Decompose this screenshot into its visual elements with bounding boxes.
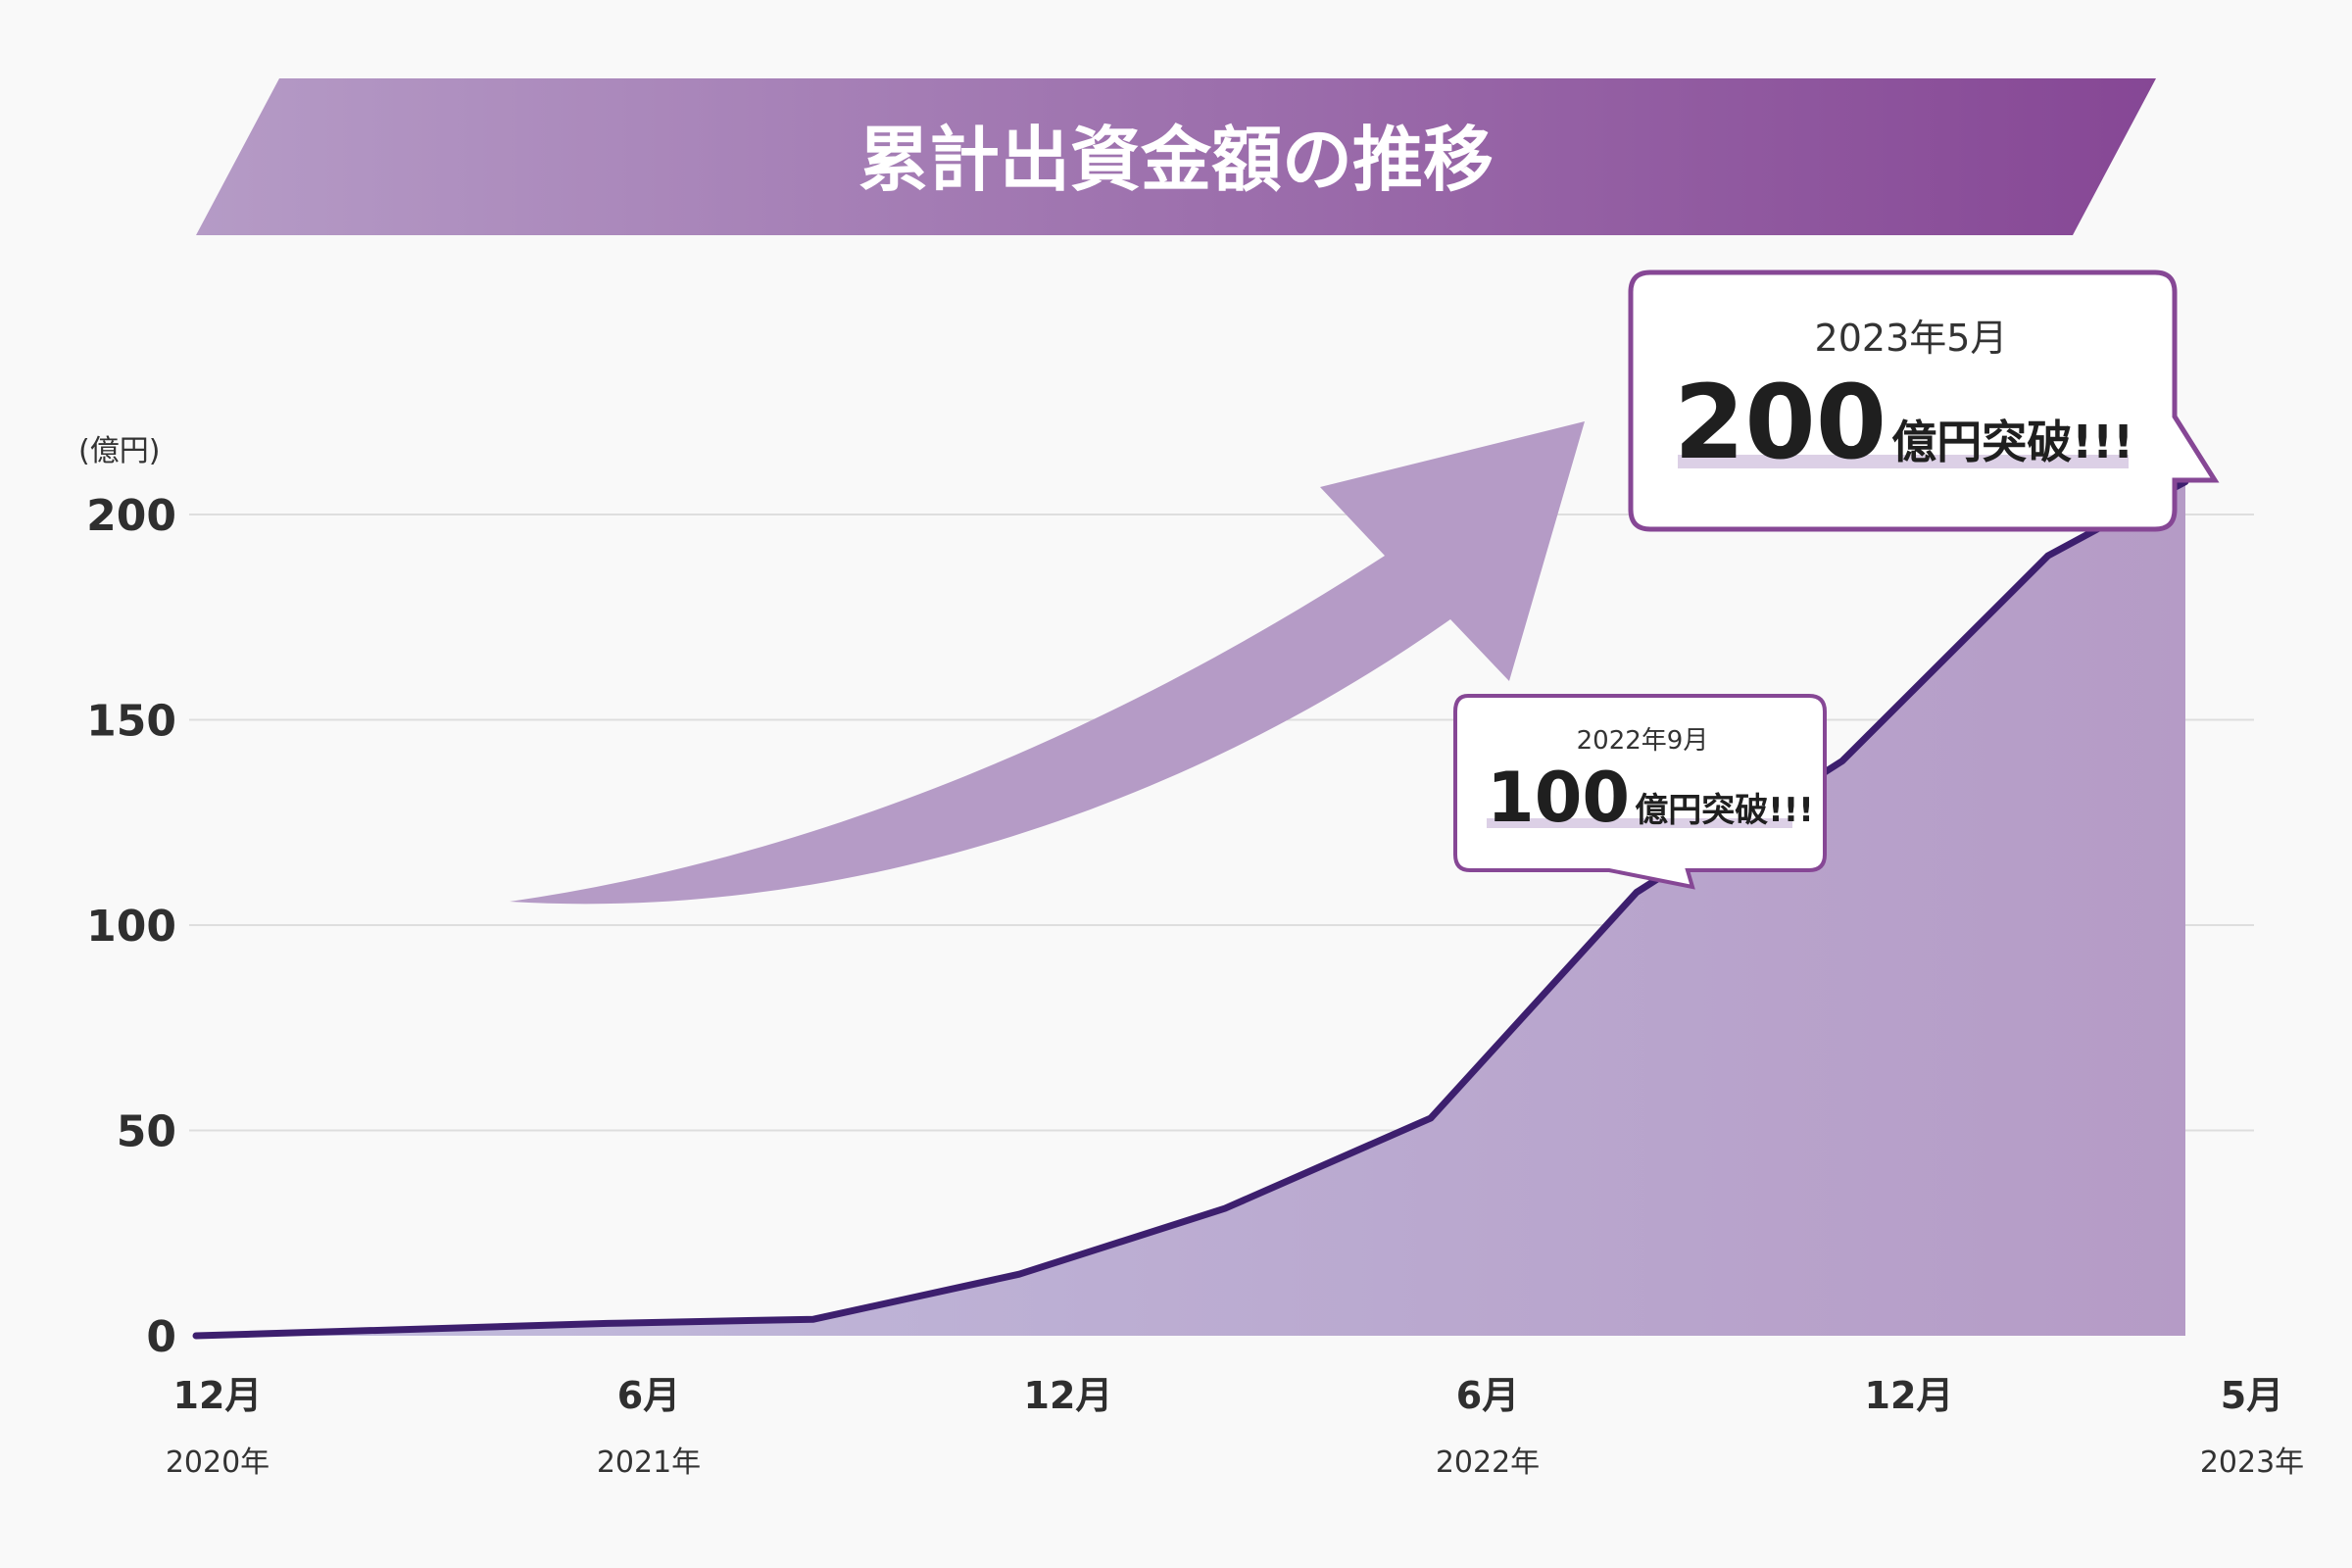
- x-tick-month-label: 12月: [1865, 1374, 1954, 1417]
- x-tick-month-label: 12月: [1024, 1374, 1113, 1417]
- callout-100-date: 2022年9月: [1577, 726, 1709, 756]
- y-tick-label: 100: [86, 902, 176, 952]
- x-tick-month-label: 6月: [617, 1374, 680, 1417]
- chart-title: 累計出資金額の推移: [858, 119, 1494, 201]
- x-tick-month-label: 5月: [2221, 1374, 2283, 1417]
- x-tick-year-label: 2021年: [597, 1446, 701, 1480]
- callout-100-text: 100 億円突破!!!: [1487, 758, 1814, 838]
- callout-200-suffix: 億円突破!!!: [1891, 416, 2133, 468]
- callout-100-suffix: 億円突破!!!: [1635, 791, 1814, 830]
- title-banner: [196, 78, 2156, 235]
- growth-arrow-icon: [510, 421, 1585, 905]
- x-tick-month-label: 6月: [1456, 1374, 1519, 1417]
- callout-100: 2022年9月 100 億円突破!!!: [1453, 694, 1827, 890]
- y-tick-label: 200: [86, 491, 176, 541]
- callout-100-highlight: [1487, 818, 1792, 828]
- callout-200-text: 200 億円突破!!!: [1674, 363, 2133, 482]
- callout-200-highlight: [1678, 455, 2129, 468]
- x-tick-year-label: 2020年: [166, 1446, 270, 1480]
- y-tick-label: 0: [146, 1312, 176, 1362]
- x-tick-year-label: 2022年: [1436, 1446, 1540, 1480]
- x-tick-year-label: 2023年: [2200, 1446, 2304, 1480]
- area-fill: [196, 481, 2185, 1336]
- series-line: [192, 478, 2189, 1340]
- callout-200: 2023年5月 200 億円突破!!!: [1628, 270, 2220, 532]
- y-axis-ticks: 0 50 100 150 200: [86, 491, 176, 1362]
- y-tick-label: 150: [86, 697, 176, 747]
- x-tick-month-label: 12月: [173, 1374, 263, 1417]
- callout-200-date: 2023年5月: [1815, 317, 2008, 360]
- y-tick-label: 50: [117, 1107, 176, 1157]
- x-axis-ticks: 12月 2020年 6月 2021年 12月 6月 2022年 12月 5月 2023年: [166, 1374, 2304, 1480]
- callout-100-value: 100: [1487, 758, 1630, 838]
- callout-100-box: [1453, 694, 1827, 890]
- y-axis-unit-label: (億円): [78, 434, 160, 468]
- callout-200-value: 200: [1674, 363, 1886, 482]
